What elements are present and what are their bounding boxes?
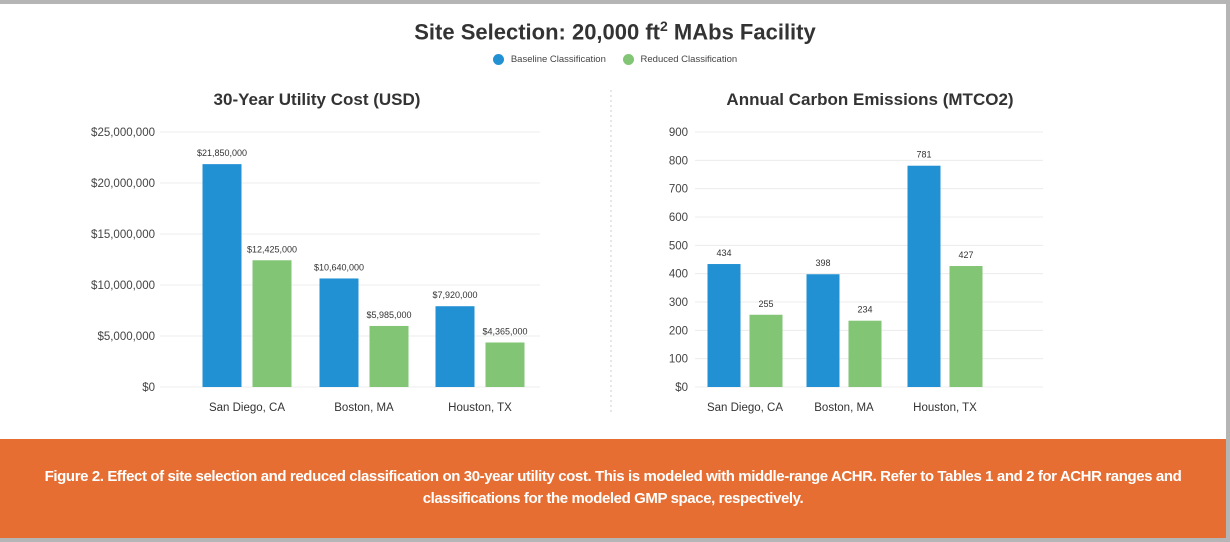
y-tick-label: 500 (669, 240, 688, 252)
y-tick-label: $25,000,000 (91, 127, 155, 139)
chart-title: 30-Year Utility Cost (USD) (214, 90, 421, 109)
legend: Baseline Classification Reduced Classifi… (0, 54, 1230, 68)
data-label: 781 (916, 150, 931, 160)
figure-caption: Figure 2. Effect of site selection and r… (0, 439, 1226, 538)
title-text: Site Selection: 20,000 ft (414, 19, 661, 45)
bar-reduced (749, 314, 783, 387)
bar-baseline (907, 165, 941, 387)
title-text-rest: MAbs Facility (667, 19, 816, 45)
title-superscript: 2 (660, 18, 668, 34)
bar-baseline (806, 274, 840, 387)
bar-reduced (485, 342, 525, 387)
x-tick-label: Houston, TX (448, 402, 512, 414)
bar-baseline (707, 264, 741, 387)
legend-label: Reduced Classification (640, 54, 738, 65)
data-label: 434 (716, 248, 731, 258)
charts-svg: 30-Year Utility Cost (USD) $0 $5,000,000 $1… (91, 90, 1043, 414)
y-tick-label: $0 (675, 382, 688, 394)
y-tick-label: 700 (669, 184, 688, 196)
y-tick-label: 600 (669, 212, 688, 224)
y-tick-label: $10,000,000 (91, 280, 155, 292)
bar-baseline (319, 278, 359, 387)
y-tick-label: 300 (669, 297, 688, 309)
data-label: $7,920,000 (432, 290, 477, 300)
legend-item-reduced: Reduced Classification (622, 54, 738, 65)
y-tick-label: $15,000,000 (91, 229, 155, 241)
data-label: $12,425,000 (247, 244, 297, 254)
data-label: 255 (758, 299, 773, 309)
bar-reduced (949, 266, 983, 387)
y-tick-label: $0 (142, 382, 155, 394)
y-tick-label: 400 (669, 269, 688, 281)
data-label: 234 (857, 305, 872, 315)
y-tick-label: $20,000,000 (91, 178, 155, 190)
legend-label: Baseline Classification (510, 54, 606, 65)
y-tick-label: 100 (669, 354, 688, 366)
x-tick-label: San Diego, CA (707, 402, 783, 414)
figure-title: Site Selection: 20,000 ft2 MAbs Facility (0, 18, 1230, 45)
data-label: 427 (958, 250, 973, 260)
x-tick-label: Boston, MA (334, 402, 394, 414)
bar-reduced (369, 325, 409, 387)
data-label: $10,640,000 (314, 262, 364, 272)
legend-swatch (622, 54, 634, 65)
bar-reduced (252, 260, 292, 387)
chart-title: Annual Carbon Emissions (MTCO2) (726, 90, 1013, 109)
data-label: $21,850,000 (197, 148, 247, 158)
y-tick-label: 800 (669, 155, 688, 167)
legend-swatch (492, 54, 504, 65)
bar-baseline (435, 306, 475, 387)
y-tick-label: $5,000,000 (97, 331, 155, 343)
legend-item-baseline: Baseline Classification (492, 54, 606, 65)
data-label: $5,985,000 (366, 310, 411, 320)
y-tick-label: 200 (669, 325, 688, 337)
x-tick-label: Houston, TX (913, 402, 977, 414)
data-label: 398 (815, 258, 830, 268)
data-label: $4,365,000 (482, 326, 527, 336)
bar-baseline (202, 164, 242, 387)
y-tick-label: 900 (669, 127, 688, 139)
bar-reduced (848, 320, 882, 387)
x-tick-label: San Diego, CA (209, 402, 285, 414)
x-tick-label: Boston, MA (814, 402, 874, 414)
